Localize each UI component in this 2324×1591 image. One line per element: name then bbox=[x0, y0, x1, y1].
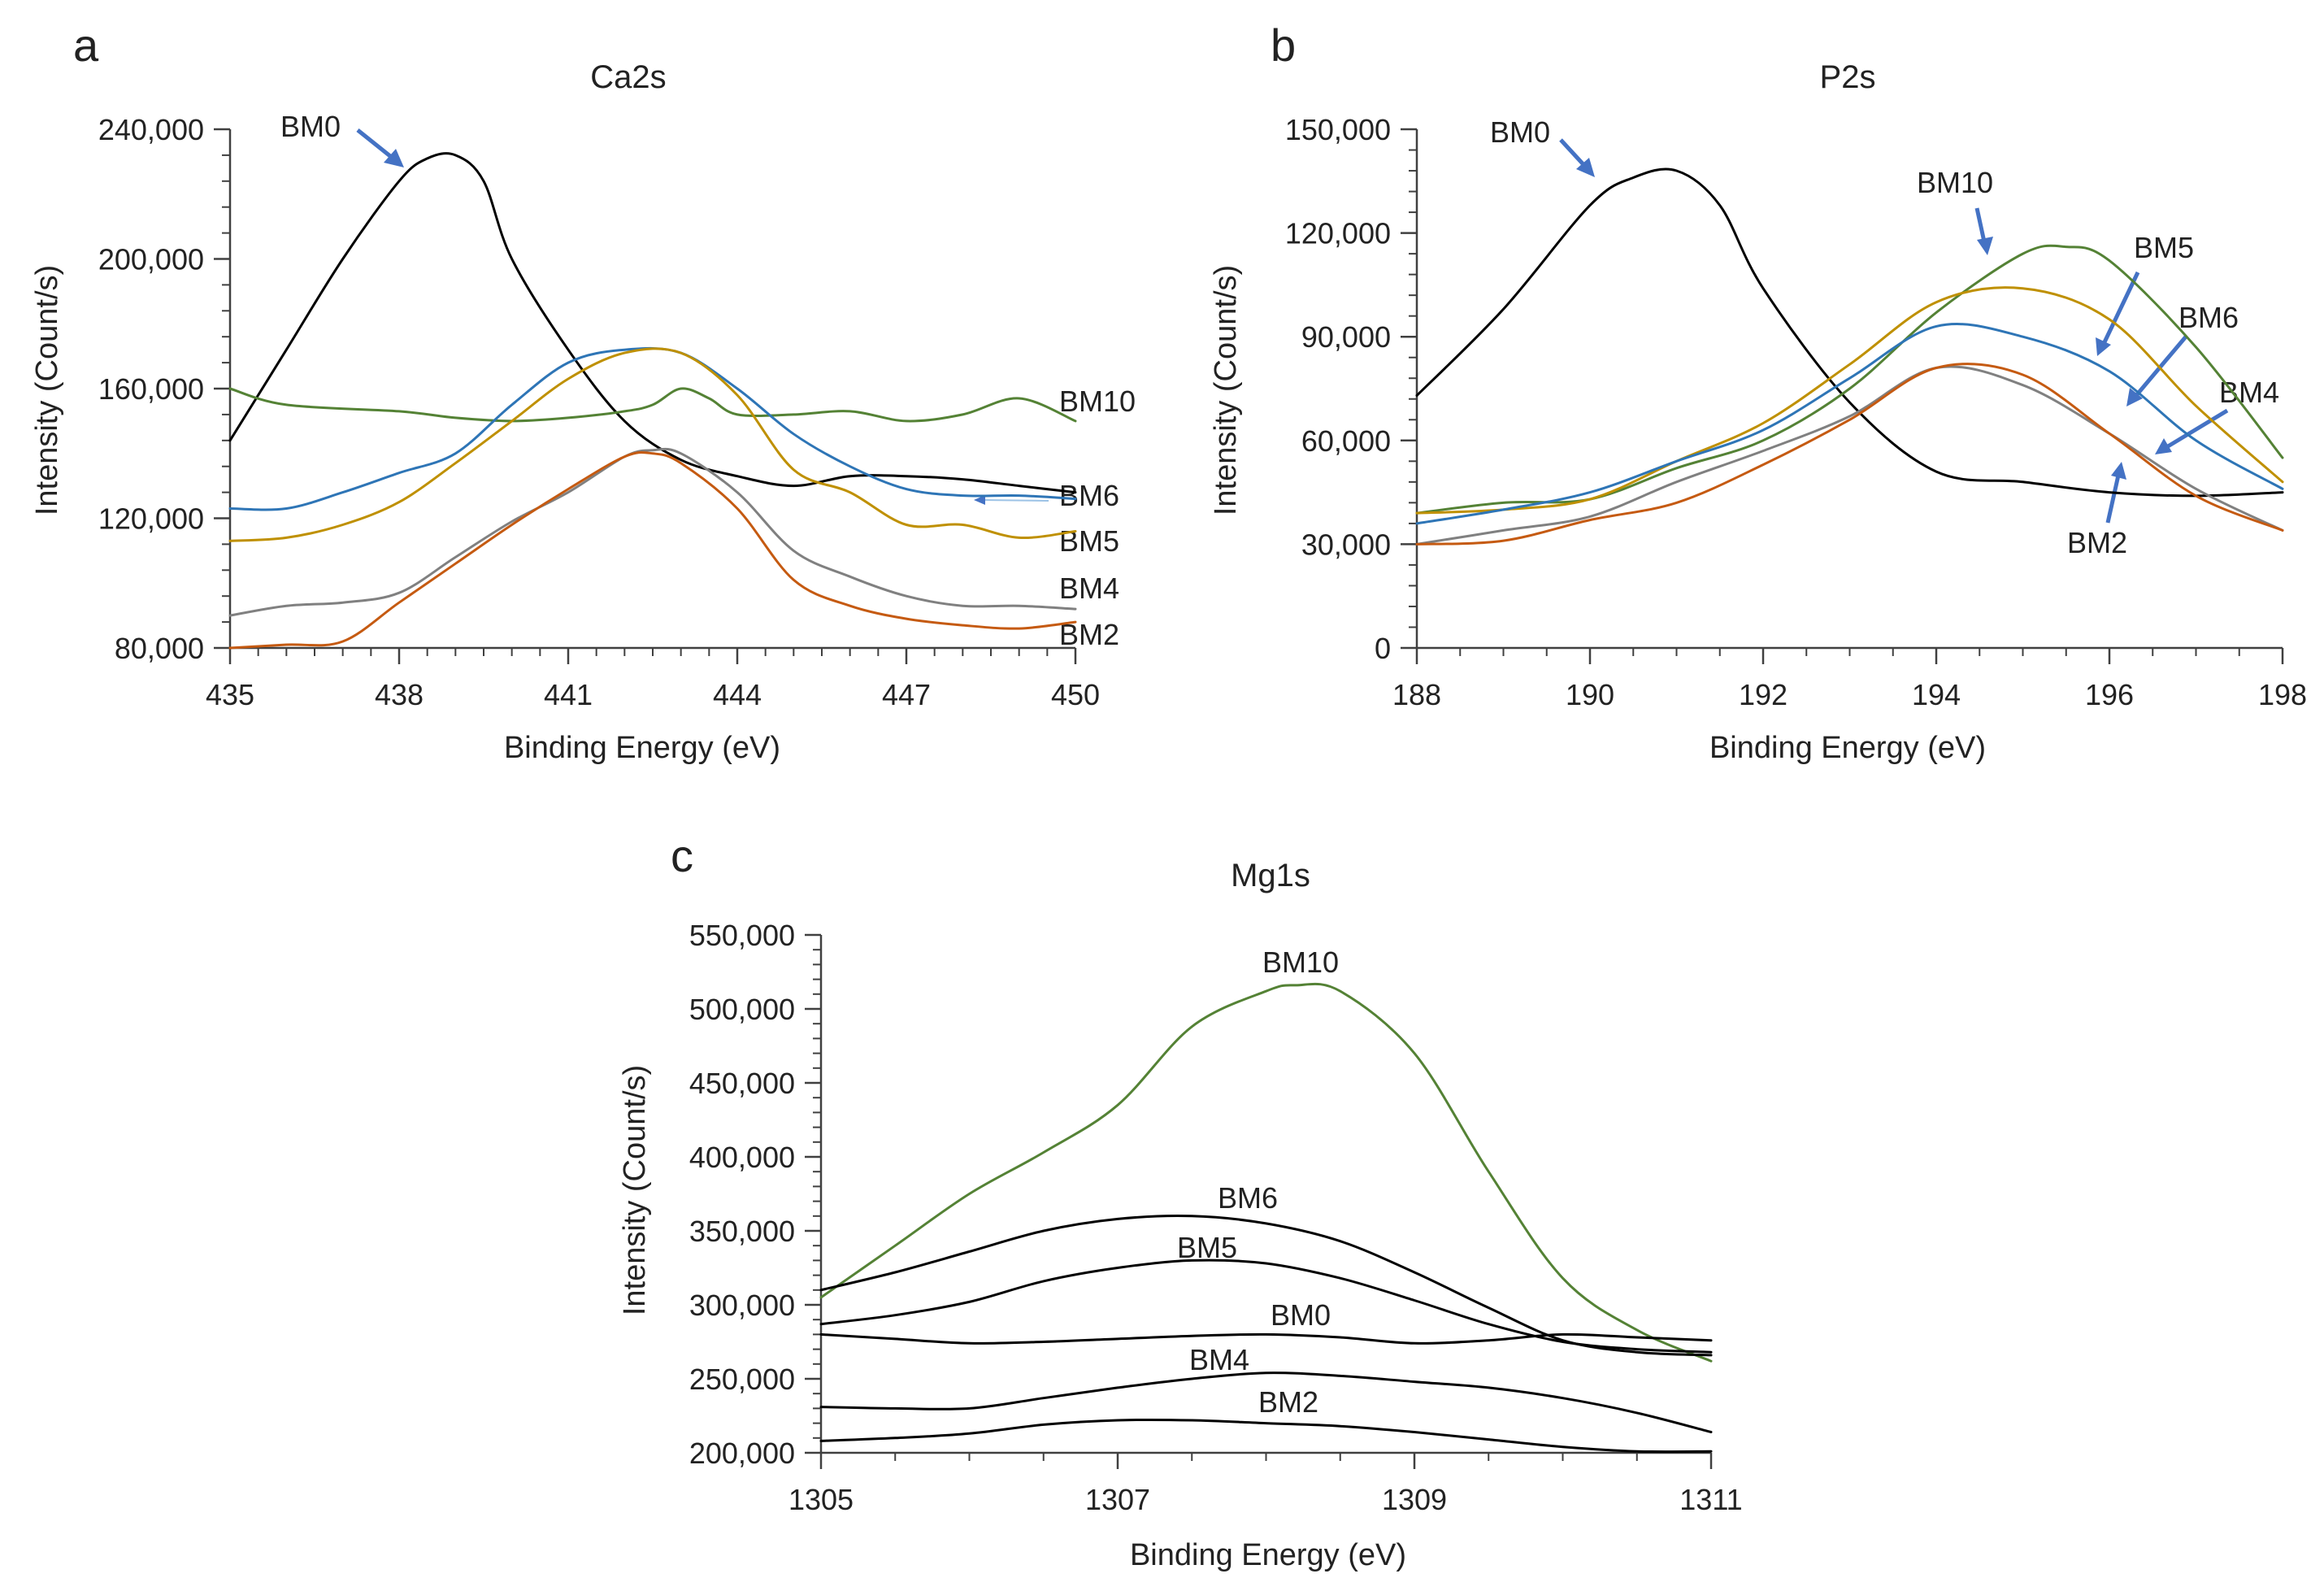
callout-bm4: BM4 bbox=[2219, 376, 2279, 409]
panel-label-a: a bbox=[73, 20, 99, 71]
y-axis-title-c: Intensity (Count/s) bbox=[618, 1065, 652, 1315]
x-tick-label: 1305 bbox=[788, 1483, 854, 1516]
panel-label-c: c bbox=[671, 830, 693, 881]
series-label-bm10: BM10 bbox=[1059, 385, 1136, 418]
x-tick-label: 188 bbox=[1392, 678, 1441, 711]
x-tick-label: 447 bbox=[882, 678, 931, 711]
callout-bm10: BM10 bbox=[1917, 166, 1993, 199]
curve-label-bm6: BM6 bbox=[1218, 1181, 1278, 1215]
callout-arrowhead-bm2 bbox=[2111, 462, 2126, 480]
callout-arrowhead-bm10 bbox=[1977, 237, 1993, 255]
x-tick-label: 441 bbox=[544, 678, 593, 711]
x-tick-label: 190 bbox=[1566, 678, 1614, 711]
x-tick-label: 194 bbox=[1912, 678, 1961, 711]
y-tick-label: 160,000 bbox=[98, 372, 204, 406]
x-axis-title-b: Binding Energy (eV) bbox=[1709, 731, 1986, 765]
x-tick-label: 1311 bbox=[1679, 1483, 1742, 1516]
chart-panel-b: b P2s Intensity (Count/s) Binding Energy… bbox=[1209, 20, 2307, 765]
x-tick-label: 1309 bbox=[1382, 1483, 1447, 1516]
chart-panel-c: c Mg1s Intensity (Count/s) Binding Energ… bbox=[618, 830, 1743, 1572]
annotation-bm0: BM0 bbox=[280, 110, 341, 143]
y-tick-label: 500,000 bbox=[689, 993, 795, 1026]
series-line-bm4-c bbox=[819, 1371, 1713, 1433]
x-tick-label: 450 bbox=[1051, 678, 1100, 711]
callout-arrow-bm4 bbox=[2162, 408, 2229, 451]
chart-title-c: Mg1s bbox=[1231, 858, 1310, 893]
curve-label-bm0: BM0 bbox=[1271, 1298, 1331, 1332]
x-axis-title-a: Binding Energy (eV) bbox=[504, 731, 780, 765]
series-line-bm6-c bbox=[819, 1215, 1713, 1357]
y-tick-label: 80,000 bbox=[115, 632, 204, 665]
series-line-bm10-a bbox=[228, 387, 1077, 423]
series-line-bm5-b bbox=[1415, 286, 2284, 515]
callout-arrowhead-bm5 bbox=[2096, 337, 2111, 356]
series-line-bm4-b bbox=[1415, 365, 2284, 546]
y-tick-label: 550,000 bbox=[689, 919, 795, 952]
y-tick-label: 90,000 bbox=[1301, 320, 1391, 354]
series-line-bm6-b bbox=[1415, 323, 2284, 525]
callout-bm5: BM5 bbox=[2134, 231, 2194, 264]
curve-label-bm4: BM4 bbox=[1189, 1343, 1249, 1376]
x-tick-label: 192 bbox=[1739, 678, 1788, 711]
y-tick-label: 120,000 bbox=[98, 502, 204, 536]
series-line-bm2-b bbox=[1415, 363, 2284, 546]
chart-title-a: Ca2s bbox=[590, 59, 666, 95]
callout-arrowhead-bm0 bbox=[1576, 158, 1595, 177]
series-label-bm6: BM6 bbox=[1059, 479, 1119, 512]
x-tick-label: 1307 bbox=[1085, 1483, 1150, 1516]
series-label-bm4: BM4 bbox=[1059, 572, 1119, 605]
bm6-pointer-line bbox=[981, 499, 1049, 502]
y-tick-label: 150,000 bbox=[1285, 113, 1391, 146]
panel-label-b: b bbox=[1271, 20, 1296, 71]
series-line-bm2-c bbox=[819, 1418, 1713, 1454]
callout-bm2: BM2 bbox=[2067, 526, 2127, 559]
y-tick-label: 30,000 bbox=[1301, 528, 1391, 561]
x-tick-label: 435 bbox=[206, 678, 254, 711]
x-tick-label: 444 bbox=[713, 678, 762, 711]
callout-arrow-bm5 bbox=[2100, 271, 2140, 347]
y-tick-label: 120,000 bbox=[1285, 217, 1391, 250]
y-tick-label: 400,000 bbox=[689, 1141, 795, 1174]
y-tick-label: 0 bbox=[1375, 632, 1391, 665]
curve-label-bm5: BM5 bbox=[1177, 1231, 1237, 1264]
y-tick-label: 200,000 bbox=[98, 243, 204, 276]
curve-label-bm10: BM10 bbox=[1262, 945, 1339, 979]
y-tick-label: 60,000 bbox=[1301, 424, 1391, 458]
y-axis-title-b: Intensity (Count/s) bbox=[1209, 265, 1243, 515]
y-tick-label: 350,000 bbox=[689, 1215, 795, 1248]
x-axis-title-c: Binding Energy (eV) bbox=[1130, 1538, 1406, 1572]
x-tick-label: 198 bbox=[2258, 678, 2307, 711]
callout-arrowhead-bm4 bbox=[2155, 438, 2172, 454]
series-line-bm0-c bbox=[819, 1332, 1713, 1345]
series-line-bm5-c bbox=[819, 1258, 1713, 1354]
series-line-bm0-b bbox=[1415, 167, 2284, 498]
chart-title-b: P2s bbox=[1820, 59, 1876, 95]
y-tick-label: 250,000 bbox=[689, 1363, 795, 1396]
x-tick-label: 438 bbox=[375, 678, 424, 711]
callout-bm6: BM6 bbox=[2178, 301, 2239, 334]
series-line-bm4-a bbox=[228, 447, 1077, 617]
y-tick-label: 200,000 bbox=[689, 1437, 795, 1470]
y-tick-label: 300,000 bbox=[689, 1289, 795, 1322]
series-line-bm5-a bbox=[228, 347, 1077, 542]
series-line-bm0-a bbox=[228, 152, 1077, 494]
curve-label-bm2: BM2 bbox=[1258, 1385, 1318, 1419]
series-line-bm6-a bbox=[228, 346, 1077, 511]
y-tick-label: 450,000 bbox=[689, 1067, 795, 1100]
series-line-bm2-a bbox=[228, 450, 1077, 650]
annotation-arrowhead-bm0 bbox=[384, 149, 404, 167]
series-label-bm5: BM5 bbox=[1059, 524, 1119, 558]
x-tick-label: 196 bbox=[2085, 678, 2134, 711]
callout-bm0: BM0 bbox=[1490, 115, 1550, 149]
y-tick-label: 240,000 bbox=[98, 113, 204, 146]
series-line-bm10-c bbox=[819, 982, 1713, 1363]
callout-arrowhead-bm6 bbox=[2126, 388, 2143, 406]
bm6-pointer-head bbox=[974, 495, 985, 505]
callout-arrow-bm2 bbox=[2105, 471, 2122, 524]
chart-panel-a: a Ca2s Intensity (Count/s) Binding Energ… bbox=[30, 20, 1136, 765]
y-axis-title-a: Intensity (Count/s) bbox=[30, 265, 64, 515]
